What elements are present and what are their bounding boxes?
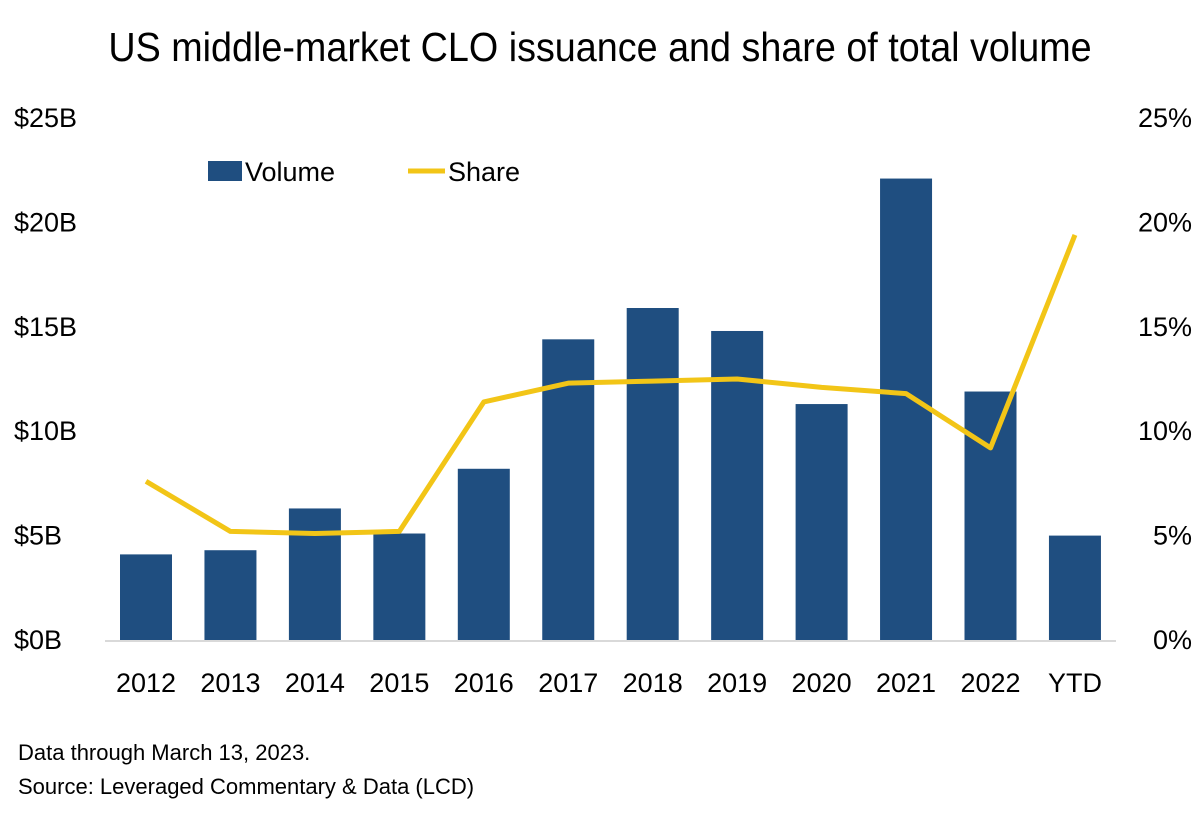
x-tick-label: 2020 <box>792 668 852 698</box>
x-tick-label: 2012 <box>116 668 176 698</box>
bar-2020 <box>795 404 848 640</box>
y-left-tick-label: $15B <box>14 312 77 342</box>
y-right-tick-label: 5% <box>1153 521 1192 551</box>
x-tick-label: 2018 <box>623 668 683 698</box>
y-left-tick-label: $10B <box>14 416 77 446</box>
y-left-tick-label: $5B <box>14 521 62 551</box>
bar-2016 <box>457 468 510 640</box>
x-tick-label: 2019 <box>707 668 767 698</box>
x-tick-label: YTD <box>1048 668 1102 698</box>
bar-2021 <box>880 178 933 640</box>
y-right-tick-label: 10% <box>1138 416 1192 446</box>
chart-title: US middle-market CLO issuance and share … <box>108 24 1092 70</box>
bar-2012 <box>120 554 172 640</box>
x-tick-label: 2022 <box>960 668 1020 698</box>
y-right-tick-label: 20% <box>1138 207 1192 237</box>
x-tick-label: 2016 <box>454 668 514 698</box>
y-right-tick-label: 25% <box>1138 103 1192 133</box>
legend-share-label: Share <box>448 157 520 187</box>
x-tick-label: 2014 <box>285 668 345 698</box>
y-right-tick-label: 15% <box>1138 312 1192 342</box>
share-line <box>144 234 1078 537</box>
bar-2013 <box>204 550 257 640</box>
x-tick-label: 2021 <box>876 668 936 698</box>
footnote-date: Data through March 13, 2023. <box>18 740 311 765</box>
bar-YTD <box>1048 535 1101 640</box>
y-left-tick-label: $0B <box>14 625 62 655</box>
x-tick-label: 2015 <box>369 668 429 698</box>
y-left-tick-label: $20B <box>14 207 77 237</box>
footnote-source: Source: Leveraged Commentary & Data (LCD… <box>18 774 475 799</box>
x-tick-label: 2017 <box>538 668 598 698</box>
bar-2022 <box>964 391 1017 640</box>
legend-volume-swatch <box>208 161 242 181</box>
y-left-tick-label: $25B <box>14 103 77 133</box>
y-right-tick-label: 0% <box>1153 625 1192 655</box>
x-tick-label: 2013 <box>200 668 260 698</box>
legend-volume-label: Volume <box>245 157 335 187</box>
bar-2015 <box>373 533 426 640</box>
bar-2018 <box>626 308 679 640</box>
bar-2014 <box>288 508 341 640</box>
